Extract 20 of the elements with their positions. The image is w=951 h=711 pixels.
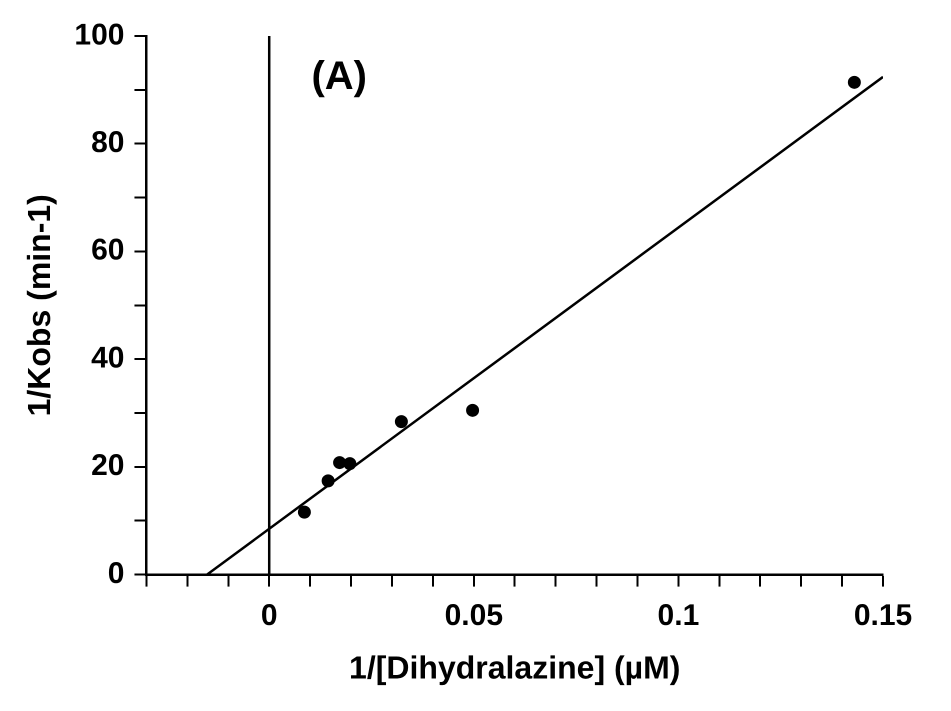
x-tick-label: 0.15 [854, 598, 912, 632]
point [394, 415, 408, 428]
y-tick-label: 60 [91, 234, 124, 267]
x-tick-label: 0.1 [658, 598, 700, 632]
x-axis-title: 1/[Dihydralazine] (µM) [349, 650, 680, 686]
point [848, 76, 861, 89]
y-tick-label: 20 [91, 449, 124, 482]
x-tick-label: 0.05 [444, 598, 504, 632]
y-tick-label: 100 [74, 18, 124, 52]
point [333, 456, 346, 470]
y-axis-title: 1/Kobs (min-1) [21, 194, 58, 416]
y-tick-label: 0 [108, 556, 124, 590]
point [298, 506, 311, 519]
y-tick-label: 40 [91, 341, 124, 374]
y-tick-label: 80 [91, 126, 124, 159]
point [343, 457, 356, 470]
annotation: (A) [311, 54, 367, 98]
point [466, 404, 480, 417]
point [322, 474, 335, 488]
x-tick-label: 0 [260, 598, 278, 632]
